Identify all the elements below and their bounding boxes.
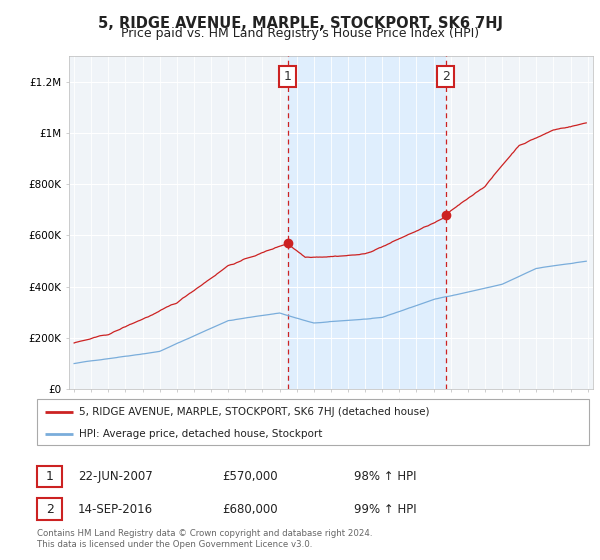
Text: 5, RIDGE AVENUE, MARPLE, STOCKPORT, SK6 7HJ (detached house): 5, RIDGE AVENUE, MARPLE, STOCKPORT, SK6 … <box>79 407 429 417</box>
Text: Contains HM Land Registry data © Crown copyright and database right 2024.
This d: Contains HM Land Registry data © Crown c… <box>37 529 373 549</box>
Text: 5, RIDGE AVENUE, MARPLE, STOCKPORT, SK6 7HJ: 5, RIDGE AVENUE, MARPLE, STOCKPORT, SK6 … <box>97 16 503 31</box>
Text: 14-SEP-2016: 14-SEP-2016 <box>78 502 153 516</box>
Text: £570,000: £570,000 <box>222 470 278 483</box>
Text: 99% ↑ HPI: 99% ↑ HPI <box>354 502 416 516</box>
Text: 98% ↑ HPI: 98% ↑ HPI <box>354 470 416 483</box>
Bar <box>287 56 446 389</box>
Text: £680,000: £680,000 <box>222 502 278 516</box>
Text: 2: 2 <box>442 70 449 83</box>
Text: 1: 1 <box>284 70 292 83</box>
Text: 22-JUN-2007: 22-JUN-2007 <box>78 470 153 483</box>
Text: 2: 2 <box>46 502 54 516</box>
Text: Price paid vs. HM Land Registry's House Price Index (HPI): Price paid vs. HM Land Registry's House … <box>121 27 479 40</box>
FancyBboxPatch shape <box>37 399 589 445</box>
Text: HPI: Average price, detached house, Stockport: HPI: Average price, detached house, Stoc… <box>79 429 322 438</box>
Text: 1: 1 <box>46 470 54 483</box>
